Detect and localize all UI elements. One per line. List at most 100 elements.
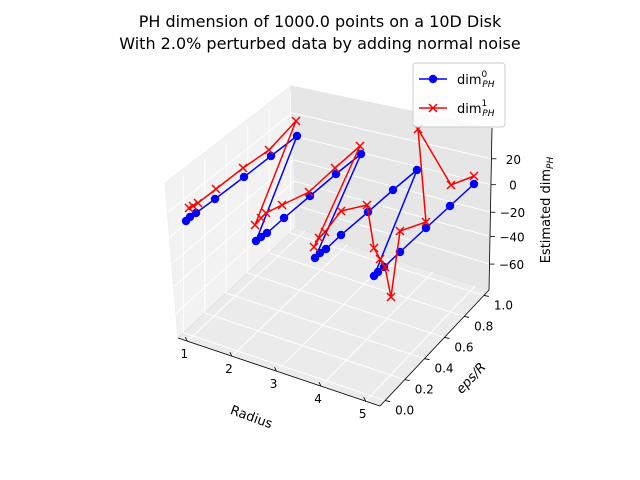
series1-point: [386, 292, 396, 302]
series1-point: [211, 184, 221, 194]
grid-z: [295, 204, 490, 265]
series0-point: [321, 244, 331, 254]
tick-labels: 1 2 3 4 5 0.00.20.40.60.81.0 20 0 −20 −40 −60: [180, 153, 525, 421]
series0-point: [445, 201, 455, 211]
series1-point: [309, 242, 319, 252]
series1-point: [469, 171, 479, 181]
x-tick-label: 5: [359, 407, 367, 421]
series1-point: [355, 141, 365, 151]
z-axis-label-main: Estimated dim: [539, 169, 554, 263]
series0-point: [356, 149, 366, 159]
grid-x: [365, 285, 476, 402]
grid-z-left: [175, 204, 296, 314]
series1-point: [362, 200, 372, 210]
grid-z: [291, 112, 492, 160]
y-tick-label: 0.6: [454, 340, 473, 354]
series0-point: [469, 179, 479, 189]
series1-point: [369, 243, 379, 253]
grid-z-left: [173, 180, 295, 288]
y-tick-label: 0.4: [434, 362, 453, 376]
series0-point: [388, 185, 398, 195]
legend: dim0 PH dim1 PH: [412, 62, 506, 128]
series0-point: [336, 230, 346, 240]
series0-point: [421, 223, 431, 233]
x-axis-label: Radius: [228, 403, 274, 432]
x-tick: [318, 381, 322, 387]
y-tick-label: 0.8: [474, 319, 493, 333]
series1-line: [188, 120, 475, 298]
series1-point: [193, 198, 203, 208]
series1-point: [188, 201, 198, 211]
series1-point: [330, 163, 340, 173]
series0-point: [256, 232, 266, 242]
legend-label-dim0: dim0 PH: [457, 70, 495, 90]
y-tick: [404, 379, 410, 382]
grid-x: [231, 244, 348, 357]
z-tick-label: −40: [499, 231, 524, 245]
z-tick-label: −20: [500, 206, 525, 220]
series1-point: [277, 200, 287, 210]
y-tick-label: 0.2: [415, 383, 434, 397]
y-axis-line: [379, 289, 490, 407]
z-axis-label: Estimated dimPH: [539, 157, 556, 264]
legend-label-dim1: dim1 PH: [457, 99, 495, 119]
grid-z: [292, 135, 492, 186]
z-tick-label: −60: [499, 258, 524, 272]
series0-point: [412, 165, 422, 175]
series1-point: [291, 116, 301, 126]
legend-label-dim0-main: dim: [457, 73, 482, 88]
legend-label-dim0-sup: 0: [482, 70, 488, 80]
series1-point: [336, 206, 346, 216]
grid-x: [186, 230, 306, 342]
series1-point: [375, 254, 385, 264]
z-axis-label-sub: PH: [546, 157, 556, 169]
series0-point: [185, 212, 195, 222]
legend-label-dim1-sub: PH: [482, 109, 494, 119]
grid-x: [320, 271, 434, 387]
y-tick: [385, 400, 391, 402]
y-tick: [444, 337, 450, 339]
series1-point: [446, 180, 456, 190]
series1-point: [395, 226, 405, 236]
y-axis-label: eps/R: [454, 360, 490, 397]
z-tick-label: 20: [506, 153, 521, 167]
x-tick-label: 1: [180, 347, 188, 361]
grid-y: [225, 292, 425, 360]
x-axis-line: [177, 337, 381, 407]
z-tick-label: 0: [509, 179, 517, 193]
x-tick-label: 4: [314, 392, 322, 406]
x-tick: [184, 336, 188, 342]
series0-point: [292, 131, 302, 141]
legend-label-dim1-sup: 1: [482, 99, 488, 109]
grid-z: [294, 180, 491, 238]
chart-title-line1: PH dimension of 1000.0 points on a 10D D…: [139, 12, 502, 31]
series-dim1: [184, 116, 479, 302]
series0-point: [262, 228, 272, 238]
x-tick: [274, 367, 277, 372]
series1-point: [261, 208, 271, 218]
y-tick-label: 1.0: [494, 298, 513, 312]
y-tick-label: 0.0: [395, 404, 414, 418]
x-tick: [363, 396, 367, 402]
x-tick-label: 3: [270, 377, 278, 391]
y-tick: [483, 295, 489, 297]
series1-point: [238, 163, 248, 173]
x-tick-label: 2: [225, 362, 233, 376]
z-axis-line: [488, 127, 493, 291]
grid-y: [247, 272, 445, 338]
series0-point: [239, 172, 249, 182]
x-tick: [229, 351, 233, 357]
y-tick: [464, 316, 470, 318]
series0-point: [191, 208, 201, 218]
grid-y: [268, 252, 465, 317]
series1-point: [304, 187, 314, 197]
grid-y: [204, 312, 405, 381]
axes-lines: [177, 127, 497, 407]
series0-point: [279, 213, 289, 223]
legend-label-dim0-sub: PH: [482, 80, 494, 90]
y-tick: [424, 358, 430, 361]
series1-point: [320, 227, 330, 237]
series1-point: [264, 145, 274, 155]
legend-label-dim1-main: dim: [457, 102, 482, 117]
